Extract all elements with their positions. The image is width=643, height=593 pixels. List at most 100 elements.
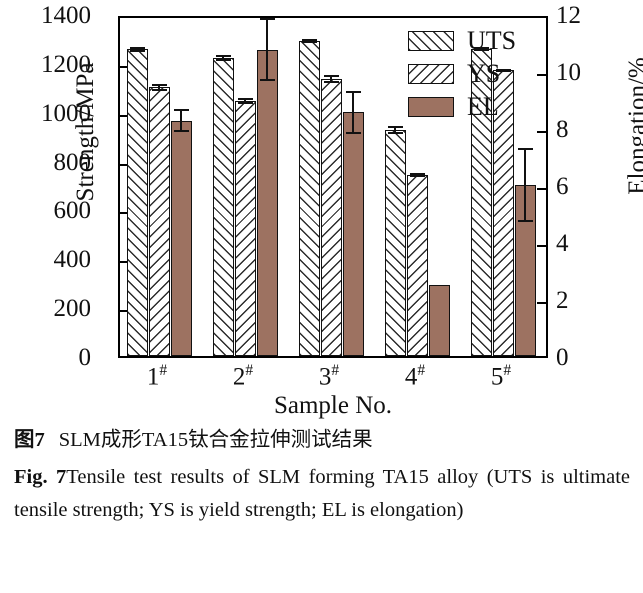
error-bar-stem — [136, 47, 138, 52]
bar-el-1 — [170, 120, 192, 356]
bar-uts-4 — [384, 130, 406, 356]
error-bar-stem — [158, 83, 160, 91]
y-tick-label-left: 400 — [53, 246, 92, 274]
error-bar-stem — [222, 54, 224, 62]
tick-mark-right — [537, 74, 546, 76]
bar-ys-3 — [320, 78, 342, 356]
error-bar-cap-bottom — [215, 59, 231, 62]
error-bar-cap-top — [259, 18, 275, 21]
caption-chinese-text: SLM成形TA15钛合金拉伸测试结果 — [58, 429, 373, 451]
legend-item-uts: UTS — [408, 26, 548, 56]
tick-mark-left — [120, 114, 129, 117]
error-bar-uts-5 — [471, 47, 492, 52]
error-bar-cap-top — [151, 83, 167, 86]
error-bar-uts-4 — [385, 125, 406, 135]
error-bar-cap-bottom — [517, 220, 533, 223]
bar-uts-5 — [470, 49, 492, 356]
error-bar-cap-bottom — [387, 132, 403, 135]
error-bar-cap-top — [387, 125, 403, 128]
error-bar-el-5 — [515, 147, 536, 223]
error-bar-cap-bottom — [237, 101, 253, 104]
bar-ys-1 — [148, 87, 170, 356]
error-bar-cap-bottom — [345, 131, 361, 134]
y-tick-label-right: 4 — [556, 230, 569, 257]
legend-item-el: EL — [408, 92, 548, 122]
error-bar-cap-bottom — [323, 80, 339, 83]
y-tick-label-right: 8 — [556, 116, 569, 143]
error-bar-cap-top — [129, 47, 145, 49]
error-bar-cap-bottom — [495, 69, 511, 72]
tick-mark-right — [537, 131, 546, 133]
error-bar-cap-bottom — [173, 130, 189, 133]
error-bar-cap-bottom — [409, 174, 425, 177]
error-bar-ys-5 — [493, 68, 514, 72]
error-bar-uts-3 — [299, 39, 320, 44]
figure-caption: 图7 SLM成形TA15钛合金拉伸测试结果 Fig. 7Tensile test … — [14, 424, 630, 528]
error-bar-cap-top — [409, 172, 425, 175]
error-bar-cap-bottom — [259, 78, 275, 81]
legend-item-ys: YS — [408, 59, 548, 89]
legend-label-ys: YS — [467, 59, 501, 88]
x-tick-label: 5# — [490, 362, 512, 391]
error-bar-cap-top — [173, 109, 189, 112]
error-bar-cap-top — [345, 90, 361, 93]
error-bar-cap-bottom — [301, 41, 317, 44]
legend-swatch-uts — [408, 31, 454, 51]
error-bar-cap-top — [215, 54, 231, 57]
tick-mark-right — [537, 188, 546, 190]
tick-mark-left — [120, 310, 129, 313]
error-bar-uts-2 — [213, 54, 234, 62]
x-tick-label: 3# — [318, 362, 340, 391]
tick-mark-right — [537, 302, 546, 304]
error-bar-stem — [394, 125, 396, 135]
y-tick-label-right: 12 — [556, 2, 581, 29]
error-bar-cap-bottom — [129, 49, 145, 52]
error-bar-cap-bottom — [151, 88, 167, 91]
error-bar-ys-3 — [321, 74, 342, 83]
error-bar-cap-top — [323, 74, 339, 77]
y-axis-right-title: Elongation/% — [624, 57, 643, 195]
error-bar-stem — [180, 109, 182, 133]
tick-mark-left — [120, 163, 129, 166]
bar-ys-4 — [406, 174, 428, 356]
plot-area: UTS YS EL — [118, 16, 548, 358]
legend-swatch-el — [408, 97, 454, 117]
caption-english-text: Tensile test results of SLM forming TA15… — [14, 466, 630, 522]
bar-el-4 — [428, 284, 450, 356]
error-bar-stem — [244, 97, 246, 104]
y-tick-label-left: 0 — [78, 344, 92, 371]
legend-label-uts: UTS — [467, 26, 517, 55]
legend-label-el: EL — [467, 92, 499, 121]
x-tick-label: 2# — [232, 362, 254, 391]
bar-ys-2 — [234, 100, 256, 356]
error-bar-ys-2 — [235, 97, 256, 104]
error-bar-ys-4 — [407, 172, 428, 177]
caption-english: Fig. 7Tensile test results of SLM formin… — [14, 461, 630, 527]
bar-uts-1 — [126, 49, 148, 356]
error-bar-cap-top — [237, 97, 253, 100]
error-bar-cap-top — [473, 47, 489, 50]
bar-ys-5 — [492, 70, 514, 356]
error-bar-el-3 — [343, 90, 364, 134]
y-tick-label-right: 0 — [556, 344, 569, 371]
error-bar-ys-1 — [149, 83, 170, 91]
chart-legend: UTS YS EL — [408, 26, 548, 125]
tick-mark-left — [120, 65, 129, 68]
x-axis-title: Sample No. — [273, 392, 393, 419]
y-tick-label-left: 600 — [53, 197, 92, 225]
y-tick-label-right: 6 — [556, 173, 569, 200]
y-tick-label-right: 2 — [556, 287, 569, 314]
bar-uts-2 — [212, 57, 234, 356]
y-tick-label-left: 1000 — [41, 99, 91, 127]
bar-el-2 — [256, 49, 278, 356]
error-bar-el-1 — [171, 109, 192, 133]
tick-mark-left — [120, 212, 129, 215]
y-tick-label-right: 10 — [556, 59, 581, 86]
y-tick-label-left: 1400 — [41, 2, 91, 29]
y-tick-label-left: 200 — [53, 295, 92, 323]
error-bar-stem — [330, 74, 332, 83]
error-bar-stem — [524, 147, 526, 223]
caption-chinese-tag: 图7 — [14, 429, 45, 451]
error-bar-stem — [352, 90, 354, 134]
error-bar-cap-top — [517, 147, 533, 150]
